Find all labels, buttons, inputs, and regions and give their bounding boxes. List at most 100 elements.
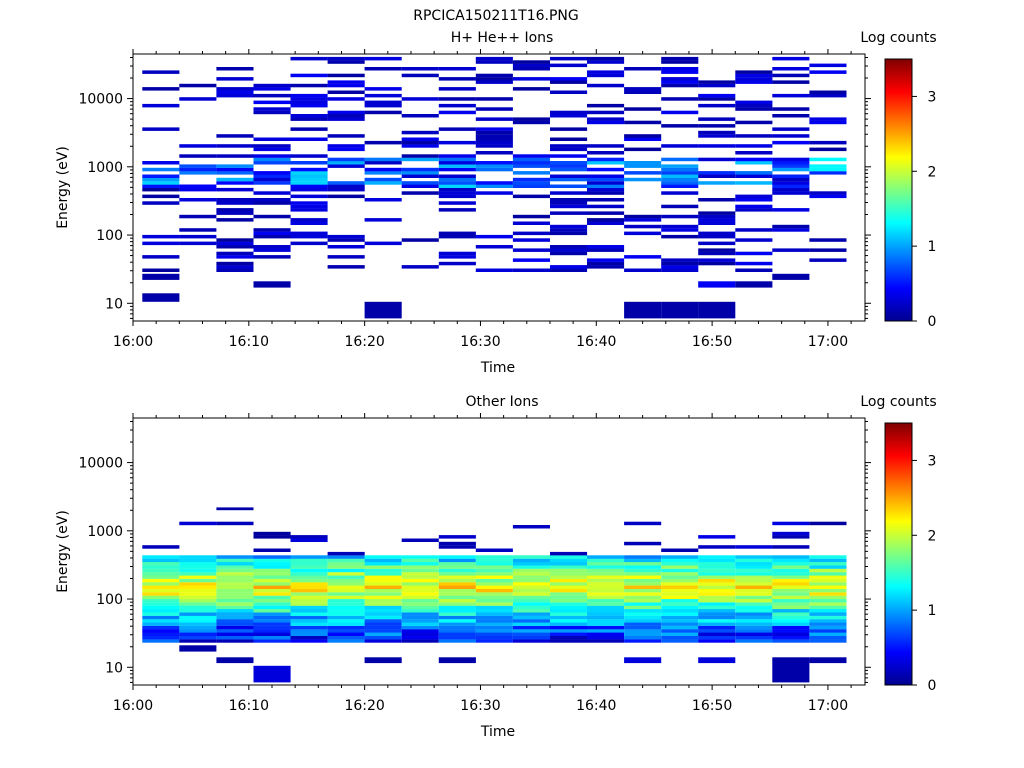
heatmap-cell [809, 120, 847, 125]
heatmap-cell [401, 568, 439, 573]
heatmap-cell [364, 609, 402, 613]
heatmap-cell [364, 585, 402, 589]
heatmap-cell [438, 562, 476, 566]
heatmap-cell [772, 107, 810, 111]
heatmap-cell [142, 615, 180, 620]
heatmap-cell [550, 588, 588, 593]
heatmap-cell [364, 598, 402, 603]
heatmap-cell [512, 562, 550, 566]
heatmap-cell [438, 110, 476, 115]
heatmap-cell [216, 657, 254, 664]
heatmap-cell [401, 592, 439, 596]
heatmap-cell [698, 181, 736, 185]
heatmap-cell [216, 218, 254, 222]
heatmap-cell [327, 147, 365, 152]
heatmap-cell [661, 204, 699, 209]
heatmap-cell [772, 582, 810, 586]
heatmap-cell [364, 575, 402, 579]
heatmap-cell [698, 619, 736, 623]
heatmap-cell [142, 293, 180, 302]
heatmap-cell [661, 268, 699, 272]
heatmap-cell [142, 565, 180, 569]
heatmap-cell [698, 198, 736, 202]
heatmap-cell [624, 301, 662, 319]
heatmap-cell [661, 598, 699, 603]
heatmap-cell [624, 612, 662, 616]
heatmap-cell [698, 218, 736, 222]
heatmap-cell [290, 171, 328, 175]
heatmap-cell [587, 568, 625, 573]
heatmap-cell [364, 218, 402, 222]
heatmap-cell [438, 184, 476, 188]
heatmap-cell [698, 639, 736, 643]
heatmap-cell [290, 632, 328, 636]
heatmap-cell [179, 198, 217, 202]
heatmap-cell [735, 181, 773, 185]
heatmap-cell [809, 93, 847, 98]
heatmap-cell [698, 231, 736, 236]
heatmap-cell [401, 595, 439, 600]
heatmap-cell [216, 268, 254, 272]
heatmap-cell [772, 248, 810, 252]
heatmap-cell [735, 629, 773, 633]
heatmap-cell [216, 187, 254, 192]
heatmap-cell [475, 622, 513, 626]
heatmap-cell [735, 204, 773, 209]
heatmap-cell [587, 181, 625, 185]
colorbar-tick-label: 3 [928, 453, 937, 469]
heatmap-cell [624, 657, 662, 664]
heatmap-cell [290, 177, 328, 182]
heatmap-cell [550, 578, 588, 583]
heatmap-cell [401, 578, 439, 583]
heatmap-cell [327, 187, 365, 192]
heatmap-cell [179, 187, 217, 192]
heatmap-cell [512, 248, 550, 252]
heatmap-cell [550, 595, 588, 600]
heatmap-cell [809, 625, 847, 630]
heatmap-cell [179, 645, 217, 652]
heatmap-cell [364, 181, 402, 185]
heatmap-cell [661, 635, 699, 640]
heatmap-cell [290, 161, 328, 165]
heatmap-cell [587, 582, 625, 586]
heatmap-cell [253, 588, 291, 593]
heatmap-cell [772, 598, 810, 603]
heatmap-cell [809, 592, 847, 596]
heatmap-cell [772, 622, 810, 626]
heatmap-cell [290, 194, 328, 199]
heatmap-cell [735, 575, 773, 579]
heatmap-cell [327, 117, 365, 121]
heatmap-cell [179, 558, 217, 563]
heatmap-cell [401, 619, 439, 623]
heatmap-cell [327, 551, 365, 556]
heatmap-cell [475, 615, 513, 620]
heatmap-cell [772, 572, 810, 576]
heatmap-cell [512, 164, 550, 168]
heatmap-cell [735, 622, 773, 626]
heatmap-cell [179, 565, 217, 569]
heatmap-cell [512, 194, 550, 199]
heatmap-cell [438, 592, 476, 596]
heatmap-cell [475, 555, 513, 559]
heatmap-cell [772, 615, 810, 620]
heatmap-cell [364, 562, 402, 566]
heatmap-cell [253, 83, 291, 88]
heatmap-cell [253, 245, 291, 249]
heatmap-cell [698, 585, 736, 589]
heatmap-cell [179, 228, 217, 232]
heatmap-cell [290, 208, 328, 212]
heatmap-cell [587, 191, 625, 195]
heatmap-cell [475, 245, 513, 249]
heatmap-cell [216, 582, 254, 586]
x-tick-label: 16:40 [576, 334, 616, 350]
heatmap-cell [290, 609, 328, 613]
heatmap-cell [179, 568, 217, 573]
heatmap-cell [327, 619, 365, 623]
heatmap-cell [550, 228, 588, 232]
heatmap-cell [401, 588, 439, 593]
heatmap-cell [735, 120, 773, 125]
heatmap-cell [179, 164, 217, 168]
heatmap-cell [216, 568, 254, 573]
heatmap-cell [475, 56, 513, 61]
heatmap-cell [179, 575, 217, 579]
